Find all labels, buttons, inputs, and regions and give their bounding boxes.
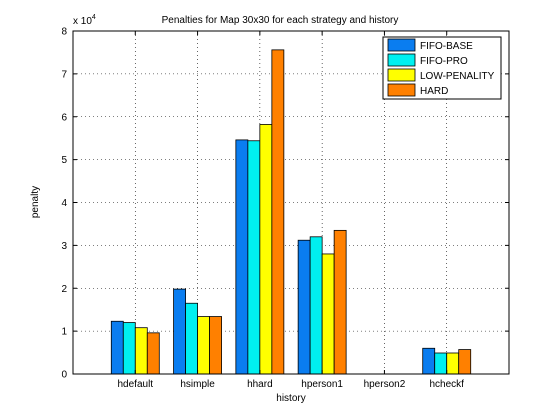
bar <box>458 349 472 375</box>
bar <box>321 253 335 375</box>
x-tick-label: hperson2 <box>364 379 406 390</box>
bar <box>297 239 311 375</box>
bar <box>122 322 136 375</box>
y-tick-label: 3 <box>61 241 67 252</box>
bar <box>209 316 222 375</box>
bar <box>235 139 249 375</box>
legend: FIFO-BASE FIFO-PRO LOW-PENALITY HARD <box>382 36 502 100</box>
y-exponent-label: x 104 <box>73 14 96 27</box>
bar <box>110 320 124 375</box>
x-tick-label: hcheckf <box>429 379 464 390</box>
bar <box>422 347 436 375</box>
legend-label: FIFO-BASE <box>420 41 473 52</box>
y-tick-label: 5 <box>61 155 67 166</box>
bars <box>110 49 472 375</box>
legend-swatch <box>387 53 416 67</box>
legend-label: HARD <box>420 86 448 97</box>
bar <box>434 352 448 375</box>
bar <box>446 352 460 375</box>
bar <box>259 124 273 375</box>
x-axis-label: history <box>276 393 305 404</box>
x-tick-label: hdefault <box>117 379 153 390</box>
legend-swatch <box>387 38 416 52</box>
y-tick-label: 6 <box>61 112 67 123</box>
y-tick-label: 8 <box>61 27 67 38</box>
bar <box>185 302 198 375</box>
bar <box>309 236 323 375</box>
bar <box>197 316 210 375</box>
bar <box>173 288 186 375</box>
x-tick-label: hsimple <box>180 379 215 390</box>
bar <box>146 332 160 375</box>
y-axis-label: penalty <box>30 186 41 218</box>
y-exponent-base: x 10 <box>73 16 92 27</box>
tick-labels: 0 1 2 3 4 5 6 7 8 hdefault hsimple hhard hperson1 hpe… <box>61 27 464 391</box>
bar <box>247 140 261 375</box>
y-tick-label: 0 <box>61 370 67 381</box>
x-tick-label: hperson1 <box>301 379 343 390</box>
x-tick-label: hhard <box>247 379 273 390</box>
y-tick-label: 2 <box>61 284 67 295</box>
y-tick-label: 4 <box>61 198 67 209</box>
bar <box>271 49 285 375</box>
bar <box>333 229 347 375</box>
y-exponent-power: 4 <box>92 14 96 21</box>
legend-swatch <box>387 68 416 82</box>
legend-label: LOW-PENALITY <box>420 71 495 82</box>
axis-ticks <box>73 30 509 375</box>
bar <box>134 327 148 375</box>
y-tick-label: 1 <box>61 327 67 338</box>
legend-label: FIFO-PRO <box>420 56 468 67</box>
legend-swatch <box>387 83 416 97</box>
chart-title: Penalties for Map 30x30 for each strateg… <box>162 15 399 26</box>
y-tick-label: 7 <box>61 69 67 80</box>
